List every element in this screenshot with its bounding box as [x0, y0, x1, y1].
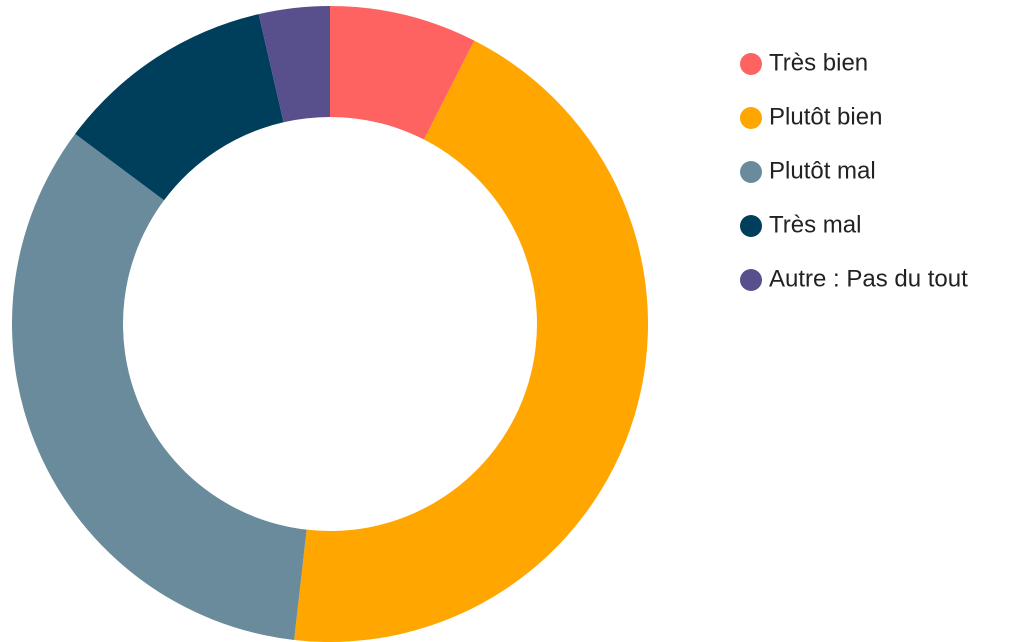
legend-label: Très bien: [769, 49, 868, 76]
legend-label: Autre : Pas du tout: [769, 265, 968, 292]
legend: Très bien Plutôt bien Plutôt mal Très mal Au…: [740, 49, 968, 292]
legend-swatch: [740, 215, 762, 237]
donut: [12, 6, 648, 642]
legend-label: Très mal: [769, 211, 861, 238]
slice: [258, 6, 330, 123]
legend-swatch: [740, 107, 762, 129]
legend-label: Plutôt mal: [769, 157, 876, 184]
legend-swatch: [740, 161, 762, 183]
slice: [294, 40, 648, 642]
legend-label: Plutôt bien: [769, 103, 882, 130]
slice: [12, 133, 307, 640]
legend-swatch: [740, 53, 762, 75]
slice: [330, 6, 475, 140]
legend-swatch: [740, 269, 762, 291]
slice: [75, 14, 284, 201]
